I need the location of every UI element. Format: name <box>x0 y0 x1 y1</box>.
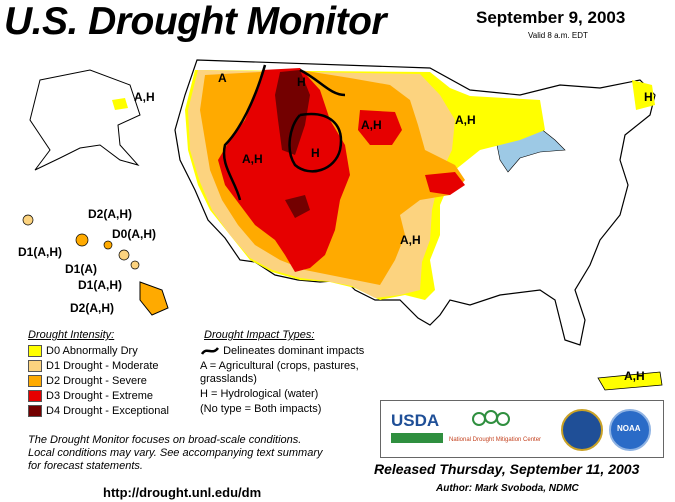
impact-boundary-key: Delineates dominant impacts <box>200 345 364 357</box>
ndmc-tree-icon <box>471 409 511 436</box>
impact-types-title: Drought Impact Types: <box>204 329 315 341</box>
hawaii-island-3 <box>103 240 113 250</box>
hawaii-island-4 <box>118 249 130 261</box>
hawaii-big-island <box>139 281 169 316</box>
label-alaska: A,H <box>134 90 155 104</box>
label-great-basin: A,H <box>242 152 263 166</box>
alaska-d0 <box>112 98 128 110</box>
legend-swatch-d4 <box>28 405 42 418</box>
impact-line-1: A = Agricultural (crops, pastures, <box>200 360 359 372</box>
legend-item-d4: D4 Drought - Exceptional <box>28 405 169 418</box>
legend-swatch-d1 <box>28 360 42 373</box>
hawaii-island-5 <box>130 260 140 270</box>
boundary-line-icon <box>200 347 219 355</box>
label-hawaii-top: D2(A,H) <box>88 207 132 221</box>
sponsor-logos: USDA National Drought Mitigation Center … <box>380 400 664 458</box>
label-puerto-rico: A,H <box>624 369 645 383</box>
legend-title: Drought Intensity: <box>28 329 115 341</box>
hawaii-island-1 <box>22 214 34 226</box>
impact-line-2: grasslands) <box>200 373 257 385</box>
alaska-outline <box>29 69 141 171</box>
label-hawaii-d1a: D1(A) <box>65 262 97 276</box>
impact-line-4: (No type = Both impacts) <box>200 403 322 415</box>
legend-swatch-d3 <box>28 390 42 403</box>
legend-item-d0: D0 Abnormally Dry <box>28 345 138 358</box>
legend-item-d3: D3 Drought - Extreme <box>28 390 153 403</box>
usda-logo: USDA <box>391 411 440 430</box>
label-nw-a: A <box>218 71 227 85</box>
label-mt-h: H <box>297 75 306 89</box>
label-hawaii-big: D2(A,H) <box>70 301 114 315</box>
map-date: September 9, 2003 <box>476 8 626 27</box>
page-title: U.S. Drought Monitor <box>4 0 387 43</box>
impact-boundary-north <box>299 68 346 97</box>
legend-item-d1: D1 Drought - Moderate <box>28 360 159 373</box>
ndmc-logo-text: National Drought Mitigation Center <box>449 437 542 443</box>
drought-url-link[interactable]: http://drought.unl.edu/dm <box>103 485 262 500</box>
label-hawaii-d0: D0(A,H) <box>112 227 156 241</box>
maine-d0 <box>632 80 655 110</box>
legend-swatch-d2 <box>28 375 42 388</box>
label-wy-h: H <box>311 146 320 160</box>
d3-area-kansas <box>425 172 465 195</box>
impact-boundary-west <box>222 64 267 201</box>
label-dakotas: A,H <box>361 118 382 132</box>
label-upper-midwest: A,H <box>455 113 476 127</box>
d4-area-wy <box>285 195 310 218</box>
commerce-seal-icon <box>561 409 603 451</box>
label-hawaii-d1ah: D1(A,H) <box>78 278 122 292</box>
valid-time: Valid 8 a.m. EDT <box>528 31 588 40</box>
legend-item-d2: D2 Drought - Severe <box>28 375 147 388</box>
author-credit: Author: Mark Svoboda, NDMC <box>436 483 579 494</box>
impact-boundary-wy <box>288 112 343 173</box>
legend-swatch-d0 <box>28 345 42 358</box>
impact-line-3: H = Hydrological (water) <box>200 388 319 400</box>
d3-area-west <box>218 68 350 272</box>
release-date: Released Thursday, September 11, 2003 <box>374 461 640 477</box>
usda-logo-bar <box>391 433 443 443</box>
label-southern-plains: A,H <box>400 233 421 247</box>
disclaimer-note: The Drought Monitor focuses on broad-sca… <box>28 434 323 472</box>
puerto-rico <box>597 371 663 391</box>
d4-area-mt <box>275 70 310 155</box>
d3-area-dakotas <box>358 110 402 145</box>
label-maine: H <box>644 90 653 104</box>
noaa-logo-icon: NOAA <box>609 409 651 451</box>
label-hawaii-left: D1(A,H) <box>18 245 62 259</box>
hawaii-island-2 <box>75 233 89 247</box>
